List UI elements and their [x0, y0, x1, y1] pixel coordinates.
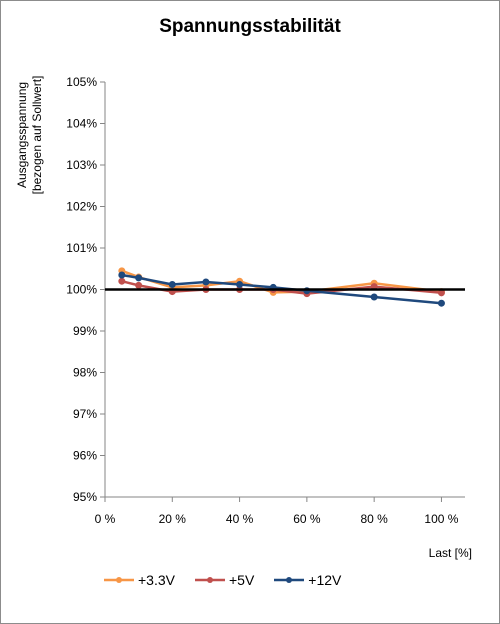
data-point [135, 281, 143, 289]
data-point [437, 299, 445, 307]
y-tick-label: 95% [73, 490, 97, 504]
y-tick-label: 97% [73, 407, 97, 421]
legend: +3.3V +5V +12V [102, 569, 341, 591]
x-axis-label: Last [%] [428, 546, 472, 560]
x-tick-label: 20 % [159, 512, 187, 526]
y-tick-label: 96% [73, 449, 97, 463]
y-tick-label: 104% [66, 117, 97, 131]
y-tick-label: 99% [73, 324, 97, 338]
data-point [118, 271, 126, 279]
x-tick-label: 60 % [293, 512, 321, 526]
legend-item: +3.3V [102, 572, 175, 588]
x-tick-label: 0 % [95, 512, 116, 526]
legend-label: +12V [308, 572, 342, 588]
data-point [118, 277, 126, 285]
y-tick-label: 105% [66, 75, 97, 89]
legend-swatch [104, 577, 134, 583]
x-tick-label: 100 % [424, 512, 458, 526]
legend-marker [116, 577, 122, 583]
legend-label: +3.3V [138, 572, 175, 588]
chart-title: Spannungsstabilität [159, 16, 341, 37]
data-point [202, 278, 210, 286]
y-tick-label: 100% [66, 283, 97, 297]
legend-swatch [194, 577, 225, 583]
y-tick-label: 98% [73, 366, 97, 380]
data-point [370, 293, 378, 301]
legend-item: +5V [193, 572, 254, 588]
legend-marker [286, 577, 293, 583]
legend-swatch [274, 577, 305, 583]
x-tick-label: 40 % [226, 512, 254, 526]
y-tick-label: 103% [66, 158, 97, 172]
data-point [135, 274, 143, 282]
y-tick-label: 101% [66, 241, 97, 255]
legend-item: +12V [272, 572, 341, 588]
x-tick-label: 80 % [360, 512, 388, 526]
legend-marker [206, 577, 213, 583]
data-point [168, 281, 176, 289]
legend-label: +5V [228, 572, 255, 588]
data-point [236, 281, 244, 289]
y-tick-label: 102% [66, 200, 97, 214]
